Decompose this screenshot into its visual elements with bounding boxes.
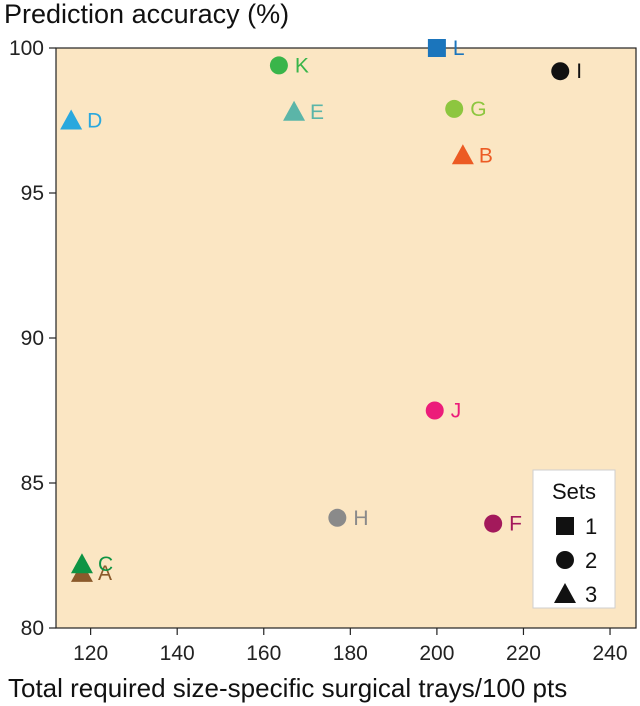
legend-title: Sets (552, 479, 596, 504)
y-tick-label: 95 (21, 182, 44, 205)
data-label-g: G (470, 98, 486, 121)
legend: Sets 1 2 3 (532, 469, 616, 609)
data-point-f (484, 514, 503, 533)
legend-label: 2 (585, 548, 597, 573)
data-label-j: J (451, 400, 462, 423)
data-label-a: A (98, 562, 112, 585)
y-axis-title: Prediction accuracy (%) (4, 0, 290, 29)
legend-marker-square (556, 517, 574, 535)
x-tick-label: 220 (506, 642, 541, 665)
data-label-d: D (87, 110, 102, 133)
data-point-j (425, 401, 444, 420)
y-tick-label: 85 (21, 472, 44, 495)
x-tick-label: 240 (593, 642, 628, 665)
data-label-k: K (295, 54, 309, 77)
x-axis-title: Total required size-specific surgical tr… (8, 673, 568, 703)
data-point-h (328, 508, 347, 527)
data-point-b (451, 144, 474, 165)
y-tick-label: 100 (9, 37, 44, 60)
data-point-i (551, 62, 570, 81)
legend-marker-triangle (554, 583, 576, 603)
x-tick-label: 200 (419, 642, 454, 665)
data-label-h: H (353, 507, 368, 530)
data-label-b: B (479, 144, 493, 167)
x-tick-label: 180 (333, 642, 368, 665)
data-point-l (427, 39, 446, 57)
data-point-g (445, 99, 464, 118)
x-tick-label: 140 (160, 642, 195, 665)
data-point-d (60, 109, 83, 130)
data-label-i: I (576, 60, 582, 83)
y-tick-label: 80 (21, 617, 44, 640)
data-label-e: E (310, 101, 324, 124)
legend-marker-circle (556, 551, 574, 569)
x-tick-label: 160 (246, 642, 281, 665)
data-point-k (269, 56, 288, 75)
data-point-c (70, 553, 93, 574)
x-tick-label: 120 (73, 642, 108, 665)
legend-box (532, 469, 616, 609)
data-point-e (283, 100, 306, 121)
legend-label: 3 (585, 582, 597, 607)
data-label-f: F (509, 513, 522, 536)
data-label-c: C (98, 553, 113, 576)
data-label-l: L (453, 37, 465, 60)
legend-label: 1 (585, 514, 597, 539)
y-tick-label: 90 (21, 327, 44, 350)
